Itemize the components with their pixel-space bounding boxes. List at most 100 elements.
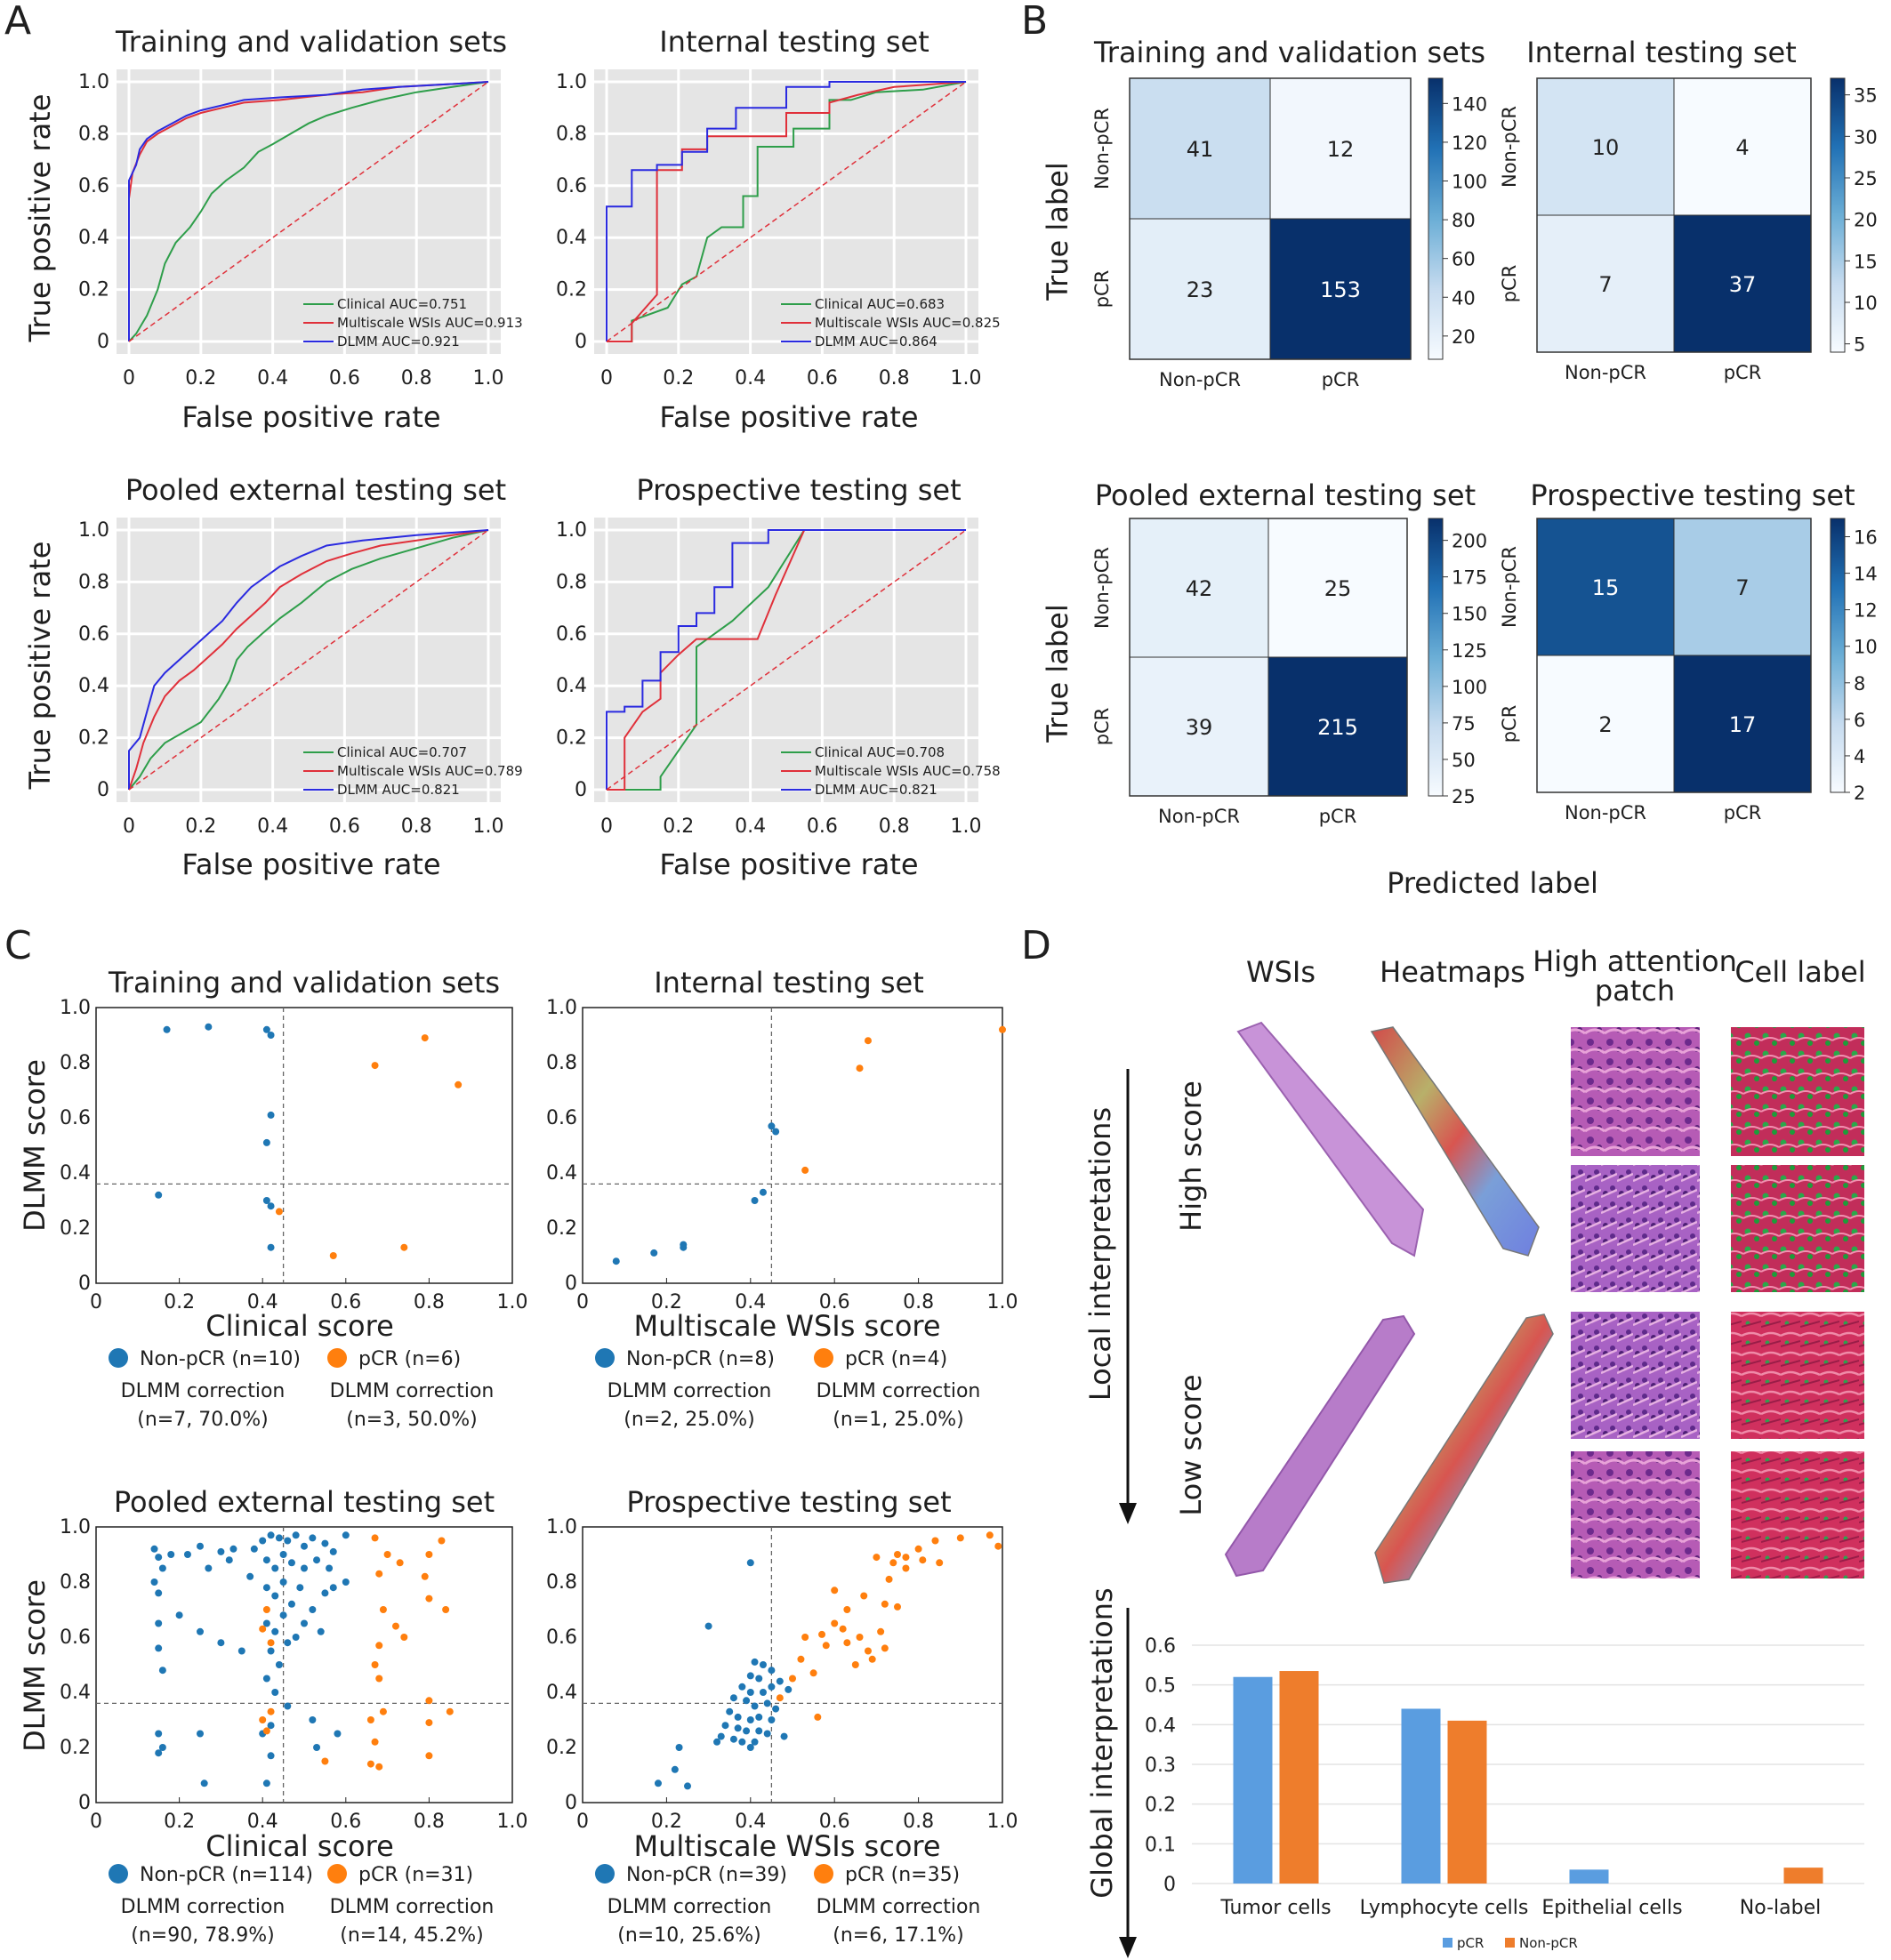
roc-legend-label: DLMM AUC=0.921 [337,333,460,349]
scatter-xtick: 0 [90,1811,102,1833]
scatter-ytick: 0.6 [60,1627,91,1649]
scatter-point-non-pcr [746,1672,754,1680]
scatter-point-pcr [275,1208,283,1216]
roc-xtick: 1.0 [473,367,504,390]
scatter-point-pcr [864,1037,872,1045]
scatter-point-pcr [831,1586,839,1595]
roc-xtick: 0.4 [257,815,288,838]
cm-col-label: pCR [1724,802,1762,823]
roc-ytick: 0.6 [556,623,587,646]
scatter-frame [582,1526,1003,1803]
scatter-legend-marker [814,1348,833,1368]
cm-ylabel-pooled-external: True label [1041,604,1074,743]
cm-cell-value: 41 [1187,137,1214,162]
scatter-point-non-pcr [768,1716,776,1723]
bar-ytick: 0.3 [1145,1755,1176,1777]
bar-category-label: No-label [1740,1897,1821,1919]
scatter-point-non-pcr [704,1622,712,1630]
scatter-point-non-pcr [237,1647,245,1655]
scatter-point-pcr [391,1622,399,1630]
cm-colorbar-tick-label: 175 [1452,567,1487,589]
scatter-legend-marker [814,1864,833,1884]
scatter-correction-value: (n=2, 25.0%) [624,1409,754,1431]
roc-ytick: 0.4 [556,675,587,697]
roc-ytick: 0.2 [78,279,109,301]
scatter-xtick: 0.4 [247,1811,278,1833]
roc-ytick: 0 [575,779,587,801]
scatter-point-non-pcr [729,1694,737,1702]
scatter-point-non-pcr [262,1025,270,1033]
scatter-ytick: 0.2 [546,1217,577,1240]
scatter-point-non-pcr [271,1689,279,1696]
cm-colorbar-tick-label: 2 [1854,783,1865,804]
cm-cell-value: 39 [1186,715,1213,740]
cm-frame [1129,77,1412,360]
cm-colorbar [1428,518,1444,797]
scatter-xlabel-training: Clinical score [205,1309,394,1343]
scatter-point-non-pcr [279,1551,287,1558]
scatter-point-non-pcr [262,1619,270,1627]
scatter-point-non-pcr [772,1705,780,1713]
scatter-point-non-pcr [342,1578,350,1586]
scatter-point-non-pcr [262,1584,270,1592]
scatter-point-non-pcr [155,1589,163,1597]
scatter-ytick: 0 [78,1273,91,1295]
scatter-point-pcr [321,1757,329,1765]
roc-legend-label: Multiscale WSIs AUC=0.789 [337,763,523,779]
scatter-point-non-pcr [267,1722,275,1730]
cm-colorbar-tick-label: 10 [1854,637,1878,658]
scatter-point-non-pcr [200,1779,208,1787]
cm-col-label: pCR [1724,362,1762,383]
cm-row-label: Non-pCR [1499,106,1520,188]
scatter-point-non-pcr [267,1032,275,1039]
scatter-legend-label: pCR (n=35) [845,1864,960,1886]
scatter-title-prospective: Prospective testing set [626,1485,951,1519]
scatter-point-non-pcr [309,1716,317,1723]
scatter-frame [582,1007,1003,1284]
scatter-point-non-pcr [284,1702,292,1710]
roc-legend-label: DLMM AUC=0.821 [815,782,937,798]
column-header-wsis: WSIs [1246,955,1316,989]
scatter-point-non-pcr [287,1600,295,1608]
cell-label-low-2 [1731,1451,1864,1578]
scatter-point-pcr [425,1719,433,1727]
bar-ytick: 0.5 [1145,1675,1176,1698]
cm-colorbar-tick-label: 25 [1452,786,1476,807]
scatter-point-non-pcr [197,1627,204,1635]
scatter-point-non-pcr [183,1551,191,1558]
scatter-point-non-pcr [654,1779,662,1787]
cm-cell-value: 25 [1324,576,1352,601]
scatter-point-pcr [379,1606,387,1613]
scatter-xtick: 1.0 [497,1811,528,1833]
bar [1401,1708,1441,1884]
scatter-point-non-pcr [755,1727,763,1735]
cm-colorbar-tick-label: 6 [1854,710,1865,731]
scatter-point-non-pcr [275,1661,283,1668]
bar-ytick: 0.2 [1145,1795,1176,1817]
cm-colorbar-tick-label: 100 [1452,172,1487,193]
roc-curve [607,81,967,342]
bar-ylabel: Global interpretations [1085,1587,1119,1898]
scatter-legend-label: Non-pCR (n=8) [626,1348,775,1370]
scatter-legend-label: pCR (n=6) [358,1348,461,1370]
bar [1447,1720,1487,1884]
scatter-correction-value: (n=14, 45.2%) [340,1924,483,1947]
roc-xlabel-internal: False positive rate [659,400,918,434]
cm-frame [1536,77,1812,353]
cm-colorbar [1428,77,1444,360]
scatter-point-non-pcr [751,1197,759,1204]
cm-cell-value: 215 [1317,715,1358,740]
scatter-ytick: 0.8 [546,1571,577,1594]
roc-xtick: 0 [600,815,613,838]
scatter-point-pcr [839,1625,847,1633]
cm-cell-value: 7 [1735,575,1749,600]
scatter-xtick: 0.4 [247,1291,278,1313]
scatter-point-pcr [894,1551,901,1558]
scatter-point-non-pcr [158,1564,166,1572]
scatter-xlabel-prospective: Multiscale WSIs score [633,1829,940,1863]
scatter-point-pcr [442,1606,450,1613]
scatter-xlabel-pooled-external: Clinical score [205,1829,394,1863]
scatter-point-non-pcr [217,1639,225,1647]
cm-colorbar-tick-label: 12 [1854,600,1878,622]
scatter-legend-marker [595,1864,615,1884]
